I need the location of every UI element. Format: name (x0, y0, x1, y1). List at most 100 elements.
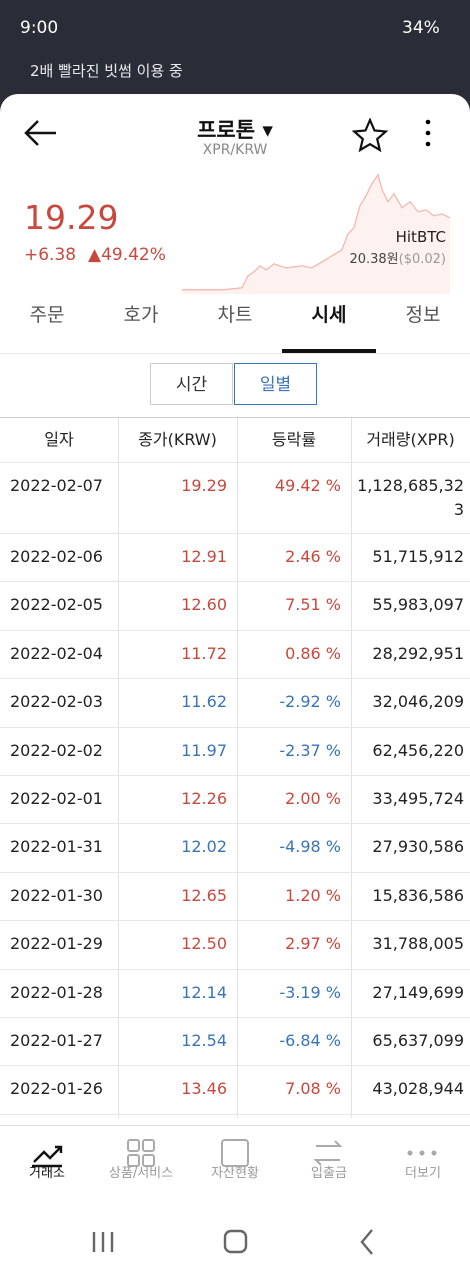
column-divider (118, 418, 119, 1118)
tab[interactable]: 정보 (405, 304, 441, 326)
more-menu[interactable] (418, 118, 438, 150)
battery: 34% (402, 18, 440, 38)
table-cell: 11.72 (181, 643, 227, 663)
table-cell: 1,128,685,323 (357, 476, 464, 519)
system-nav (92, 1229, 373, 1255)
table-cell: 0.86 % (285, 643, 341, 663)
nav-item[interactable]: 거래소 (29, 1166, 65, 1181)
table-header: 일자 (44, 430, 74, 449)
table-cell: 2022-02-01 (10, 789, 103, 808)
sparkline (182, 173, 450, 294)
divider (0, 462, 470, 463)
banner-text: 2배 빨라진 빗썸 이용 중 (30, 62, 183, 80)
table-header: 등락률 (271, 430, 317, 449)
table-cell: 43,028,944 (372, 1079, 464, 1099)
divider (0, 581, 470, 583)
table-cell: 15,836,586 (372, 885, 464, 905)
column-divider (237, 418, 238, 1118)
rate-text: 49.42% (101, 245, 166, 265)
nav-item[interactable]: 입출금 (311, 1166, 347, 1181)
table-cell: 7.51 % (285, 595, 341, 615)
table-cell: 2.00 % (285, 789, 341, 808)
table-cell: -6.84 % (279, 1031, 341, 1050)
table-header: 거래량(XPR) (366, 430, 455, 449)
table-cell: 2022-01-26 (10, 1079, 103, 1099)
table-cell: 12.26 (181, 789, 227, 808)
table-cell: 12.14 (181, 982, 227, 1002)
tab[interactable]: 호가 (123, 304, 159, 326)
table-cell: 12.60 (181, 595, 227, 615)
segment[interactable]: 시간 (150, 363, 233, 405)
table-cell: 33,495,724 (372, 789, 464, 808)
divider (0, 726, 470, 728)
table-cell: 2022-01-30 (10, 885, 103, 905)
exchange: HitBTC (395, 228, 446, 246)
nav-item[interactable]: 자산현황 (211, 1166, 259, 1181)
table-cell: 49.42 % (274, 476, 341, 495)
tab[interactable]: 주문 (29, 304, 65, 326)
table-cell: 1.20 % (285, 885, 341, 905)
table-cell: 27,930,586 (372, 837, 464, 857)
table-cell: 32,046,209 (372, 692, 464, 712)
divider (0, 823, 470, 825)
table-cell: 12.02 (181, 837, 227, 857)
nav-icons (32, 1139, 437, 1168)
divider (0, 1017, 470, 1018)
divider (0, 775, 470, 776)
table-cell: 2022-02-06 (10, 547, 103, 566)
table-cell: -3.19 % (279, 982, 341, 1002)
table-cell: 7.08 % (285, 1079, 341, 1099)
nav-item[interactable]: 상품/서비스 (108, 1166, 174, 1181)
pair: XPR/KRW (202, 142, 268, 158)
table-cell: 11.62 (181, 692, 227, 712)
table-cell: 51,715,912 (372, 547, 464, 566)
tab-indicator (282, 349, 376, 353)
table-cell: -2.37 % (279, 740, 341, 760)
coin-title[interactable]: 프로톤 ▾ (197, 118, 273, 142)
table-cell: 11.97 (181, 740, 227, 760)
table-cell: 13.46 (181, 1079, 227, 1099)
column-divider (351, 418, 352, 1118)
table-header: 종가(KRW) (138, 430, 217, 449)
favorite[interactable] (352, 118, 388, 152)
table-cell: 12.91 (181, 547, 227, 566)
ref-diff: ($0.02) (398, 252, 446, 267)
table-cell: 2.97 % (285, 934, 341, 954)
divider (0, 678, 470, 680)
card: 프로톤 ▾ XPR/KRW 19.29 +6.38 ▲49.42% HitBTC… (0, 94, 470, 1280)
table-cell: 2022-02-04 (10, 643, 103, 663)
last-price: 19.29 (24, 198, 119, 237)
divider (0, 1113, 470, 1115)
table-cell: 2022-01-31 (10, 837, 103, 857)
table-cell: 62,456,220 (372, 740, 464, 760)
table-cell: 19.29 (181, 476, 227, 495)
table-cell: 2022-01-28 (10, 982, 103, 1002)
ref-price-text: 20.38원 (349, 252, 399, 267)
table-cell: 2022-02-03 (10, 692, 103, 712)
back-button[interactable] (22, 118, 58, 148)
table-cell: 2.46 % (285, 547, 341, 566)
nav-item[interactable]: 더보기 (405, 1166, 441, 1181)
price-change: +6.38 (24, 245, 77, 265)
tab[interactable]: 차트 (217, 304, 253, 326)
divider (0, 920, 470, 922)
table-cell: 55,983,097 (372, 595, 464, 615)
divider (0, 871, 470, 873)
table-cell: 2022-01-27 (10, 1031, 103, 1050)
divider (0, 533, 470, 534)
table-cell: 2022-02-07 (10, 476, 103, 495)
table-cell: 2022-02-02 (10, 740, 103, 760)
time: 9:00 (20, 18, 59, 38)
table-cell: 28,292,951 (372, 643, 464, 663)
table-cell: 27,149,699 (372, 982, 464, 1002)
segment[interactable]: 일별 (234, 363, 317, 405)
tab[interactable]: 시세 (311, 304, 347, 326)
table-cell: 31,788,005 (372, 934, 464, 954)
table-cell: 12.50 (181, 934, 227, 954)
banner: 2배 빨라진 빗썸 이용 중 (0, 56, 470, 92)
table-cell: 65,637,099 (372, 1031, 464, 1050)
divider (0, 968, 470, 970)
table-cell: -4.98 % (279, 837, 341, 857)
status-bar: 9:00 34% (0, 0, 470, 56)
